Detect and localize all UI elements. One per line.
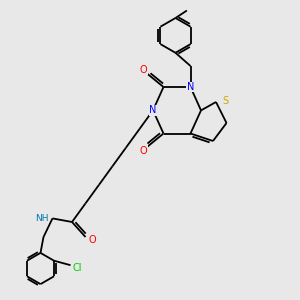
Text: O: O [140, 65, 147, 75]
Text: Cl: Cl [72, 262, 82, 273]
Text: N: N [187, 82, 194, 92]
Text: O: O [88, 235, 96, 245]
Text: N: N [149, 105, 157, 116]
Text: O: O [140, 146, 147, 156]
Text: S: S [223, 95, 229, 106]
Text: NH: NH [35, 214, 49, 223]
